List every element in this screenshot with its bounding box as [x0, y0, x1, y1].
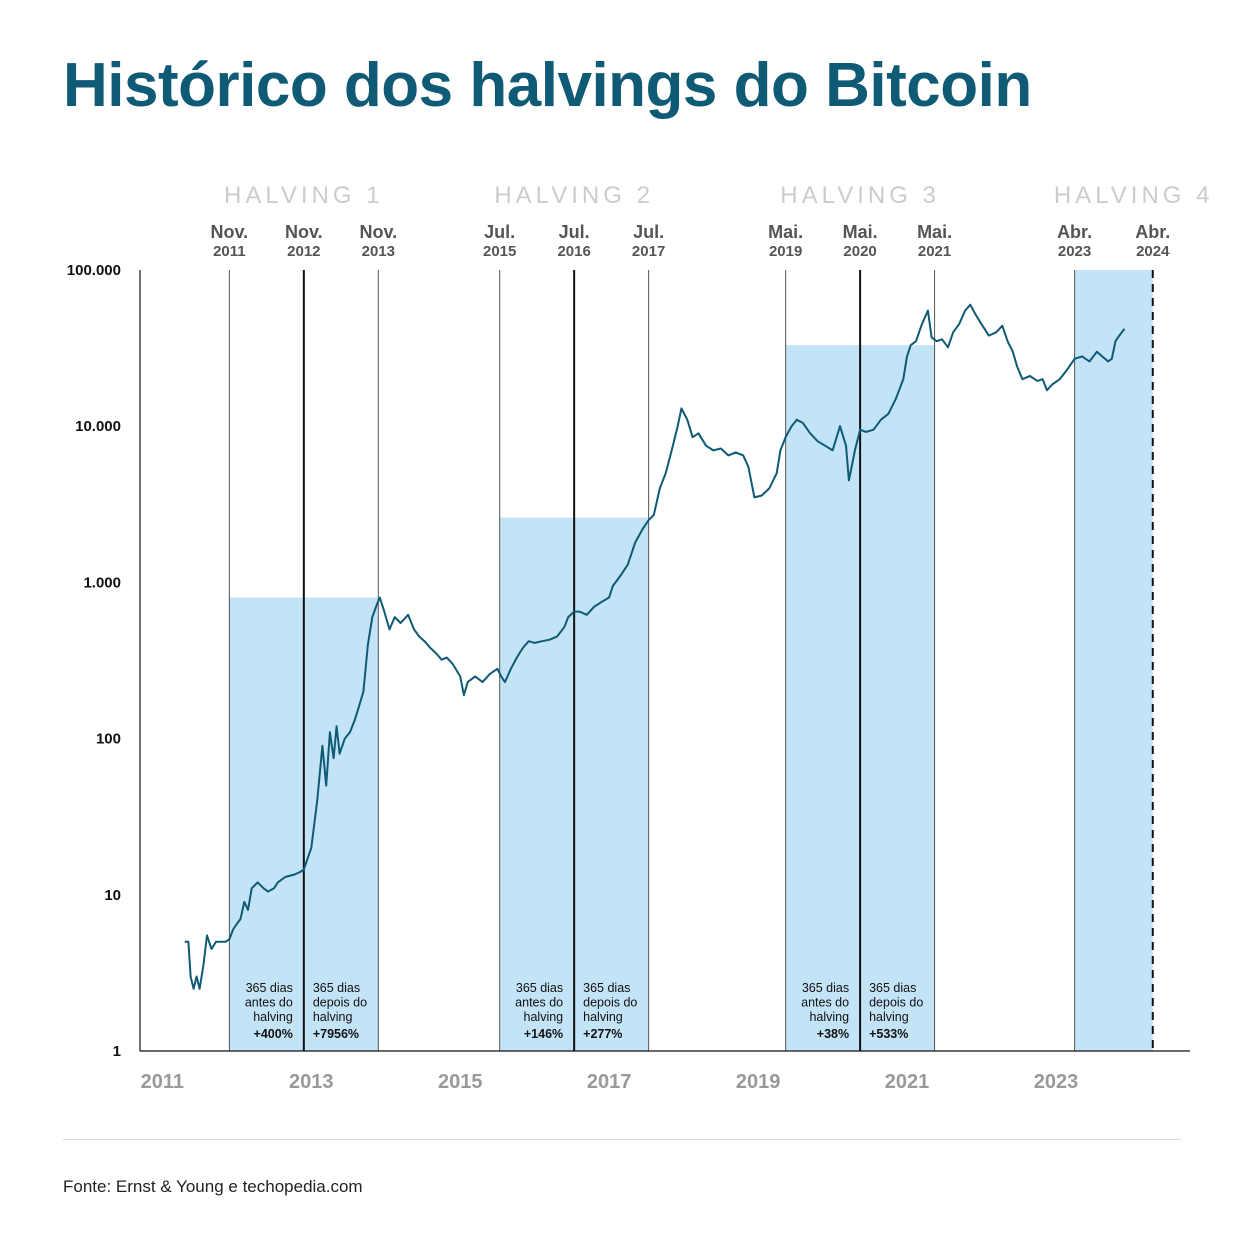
after-halving-note: depois do: [313, 996, 367, 1010]
after-halving-change: +533%: [869, 1027, 908, 1041]
marker-year-label: 2016: [557, 243, 590, 260]
divider: [63, 1139, 1181, 1140]
marker-month-label: Abr.: [1135, 222, 1170, 242]
marker-year-label: 2011: [213, 243, 246, 260]
marker-year-label: 2015: [483, 243, 516, 260]
marker-month-label: Nov.: [285, 222, 323, 242]
halving-name-label: HALVING 4: [1054, 182, 1214, 209]
y-tick-label: 100: [96, 731, 121, 748]
marker-year-label: 2012: [287, 243, 320, 260]
before-halving-note: antes do: [801, 996, 849, 1010]
before-halving-note: antes do: [515, 996, 563, 1010]
after-halving-note: halving: [313, 1010, 353, 1024]
marker-year-label: 2019: [769, 243, 802, 260]
x-tick-label: 2015: [438, 1071, 483, 1093]
halving-period-box: [1074, 270, 1153, 1051]
marker-month-label: Mai.: [843, 222, 878, 242]
before-halving-note: halving: [809, 1010, 849, 1024]
axes: 1 10 100 1.000 10.000 100.000 2011 2013 2015 2017…: [67, 262, 1190, 1093]
before-halving-note: antes do: [245, 996, 293, 1010]
before-halving-note: 365 dias: [516, 981, 563, 995]
marker-month-label: Nov.: [359, 222, 397, 242]
marker-month-label: Jul.: [559, 222, 590, 242]
before-halving-note: 365 dias: [246, 981, 293, 995]
bitcoin-price-line: [184, 303, 1126, 990]
source-note: Fonte: Ernst & Young e techopedia.com: [63, 1177, 363, 1196]
y-tick-label: 100.000: [67, 262, 121, 279]
after-halving-note: halving: [583, 1010, 623, 1024]
halving-periods: [229, 270, 1153, 1051]
x-tick-label: 2013: [289, 1071, 334, 1093]
after-halving-change: +7956%: [313, 1027, 359, 1041]
before-halving-change: +146%: [524, 1027, 563, 1041]
after-halving-change: +277%: [583, 1027, 622, 1041]
before-halving-note: halving: [524, 1010, 564, 1024]
x-tick-label: 2023: [1034, 1071, 1079, 1093]
marker-month-label: Nov.: [211, 222, 249, 242]
halving-name-label: HALVING 3: [780, 182, 940, 209]
before-halving-change: +400%: [254, 1027, 293, 1041]
halving-name-label: HALVING 2: [494, 182, 654, 209]
after-halving-note: 365 dias: [313, 981, 360, 995]
before-halving-note: halving: [253, 1010, 293, 1024]
marker-year-label: 2021: [918, 243, 951, 260]
y-tick-label: 10.000: [75, 418, 121, 435]
after-halving-note: 365 dias: [583, 981, 630, 995]
marker-year-label: 2017: [632, 243, 665, 260]
after-halving-note: halving: [869, 1010, 909, 1024]
y-tick-label: 1.000: [83, 574, 121, 591]
page-title: Histórico dos halvings do Bitcoin: [63, 51, 1032, 120]
y-tick-label: 1: [113, 1043, 121, 1060]
marker-year-label: 2024: [1136, 243, 1170, 260]
x-tick-label: 2017: [587, 1071, 632, 1093]
y-tick-label: 10: [104, 887, 121, 904]
price-series: [184, 303, 1126, 990]
halving-lines: [228, 270, 1154, 1051]
marker-year-label: 2013: [362, 243, 395, 260]
x-tick-label: 2011: [141, 1071, 184, 1093]
after-halving-note: depois do: [869, 996, 923, 1010]
marker-month-label: Mai.: [917, 222, 952, 242]
before-halving-note: 365 dias: [802, 981, 849, 995]
before-halving-change: +38%: [817, 1027, 849, 1041]
marker-month-label: Abr.: [1057, 222, 1092, 242]
x-tick-label: 2021: [885, 1071, 930, 1093]
marker-month-label: Jul.: [484, 222, 515, 242]
marker-year-label: 2023: [1058, 243, 1091, 260]
x-tick-label: 2019: [736, 1071, 781, 1093]
halving-chart: 1 10 100 1.000 10.000 100.000 2011 2013 2015 2017…: [67, 182, 1214, 1093]
marker-month-label: Mai.: [768, 222, 803, 242]
marker-month-label: Jul.: [633, 222, 664, 242]
after-halving-note: 365 dias: [869, 981, 916, 995]
after-halving-note: depois do: [583, 996, 637, 1010]
marker-year-label: 2020: [843, 243, 876, 260]
halving-name-label: HALVING 1: [224, 182, 384, 209]
